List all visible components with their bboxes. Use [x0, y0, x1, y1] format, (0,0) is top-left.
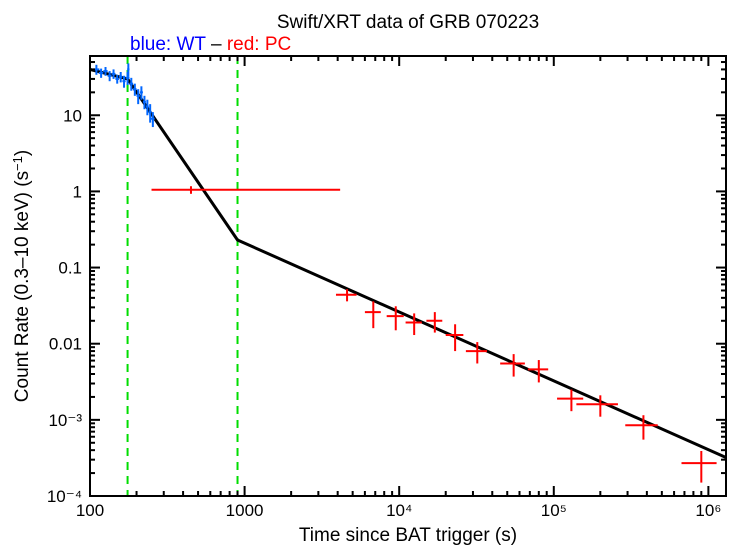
- y-tick-label-1: 10⁻³: [48, 411, 82, 430]
- x-tick-label-1: 1000: [226, 501, 264, 520]
- x-tick-label-4: 10⁶: [695, 501, 721, 520]
- y-tick-label-3: 0.1: [58, 259, 82, 278]
- y-axis-label: Count Rate (0.3–10 keV) (s−1): [10, 150, 33, 402]
- y-tick-label-0: 10⁻⁴: [47, 487, 82, 506]
- x-tick-label-3: 10⁵: [541, 501, 567, 520]
- y-tick-label-2: 0.01: [49, 335, 82, 354]
- x-axis-label: Time since BAT trigger (s): [299, 525, 517, 546]
- chart-legend: blue: WT – red: PC: [130, 34, 291, 55]
- chart-svg: 100100010⁴10⁵10⁶10⁻⁴10⁻³0.010.1110Time s…: [0, 0, 756, 558]
- plot-background: [0, 0, 756, 558]
- x-tick-label-2: 10⁴: [386, 501, 412, 520]
- y-tick-label-5: 10: [63, 106, 82, 125]
- chart-title: Swift/XRT data of GRB 070223: [277, 12, 539, 33]
- y-tick-label-4: 1: [73, 182, 82, 201]
- chart-container: 100100010⁴10⁵10⁶10⁻⁴10⁻³0.010.1110Time s…: [0, 0, 756, 558]
